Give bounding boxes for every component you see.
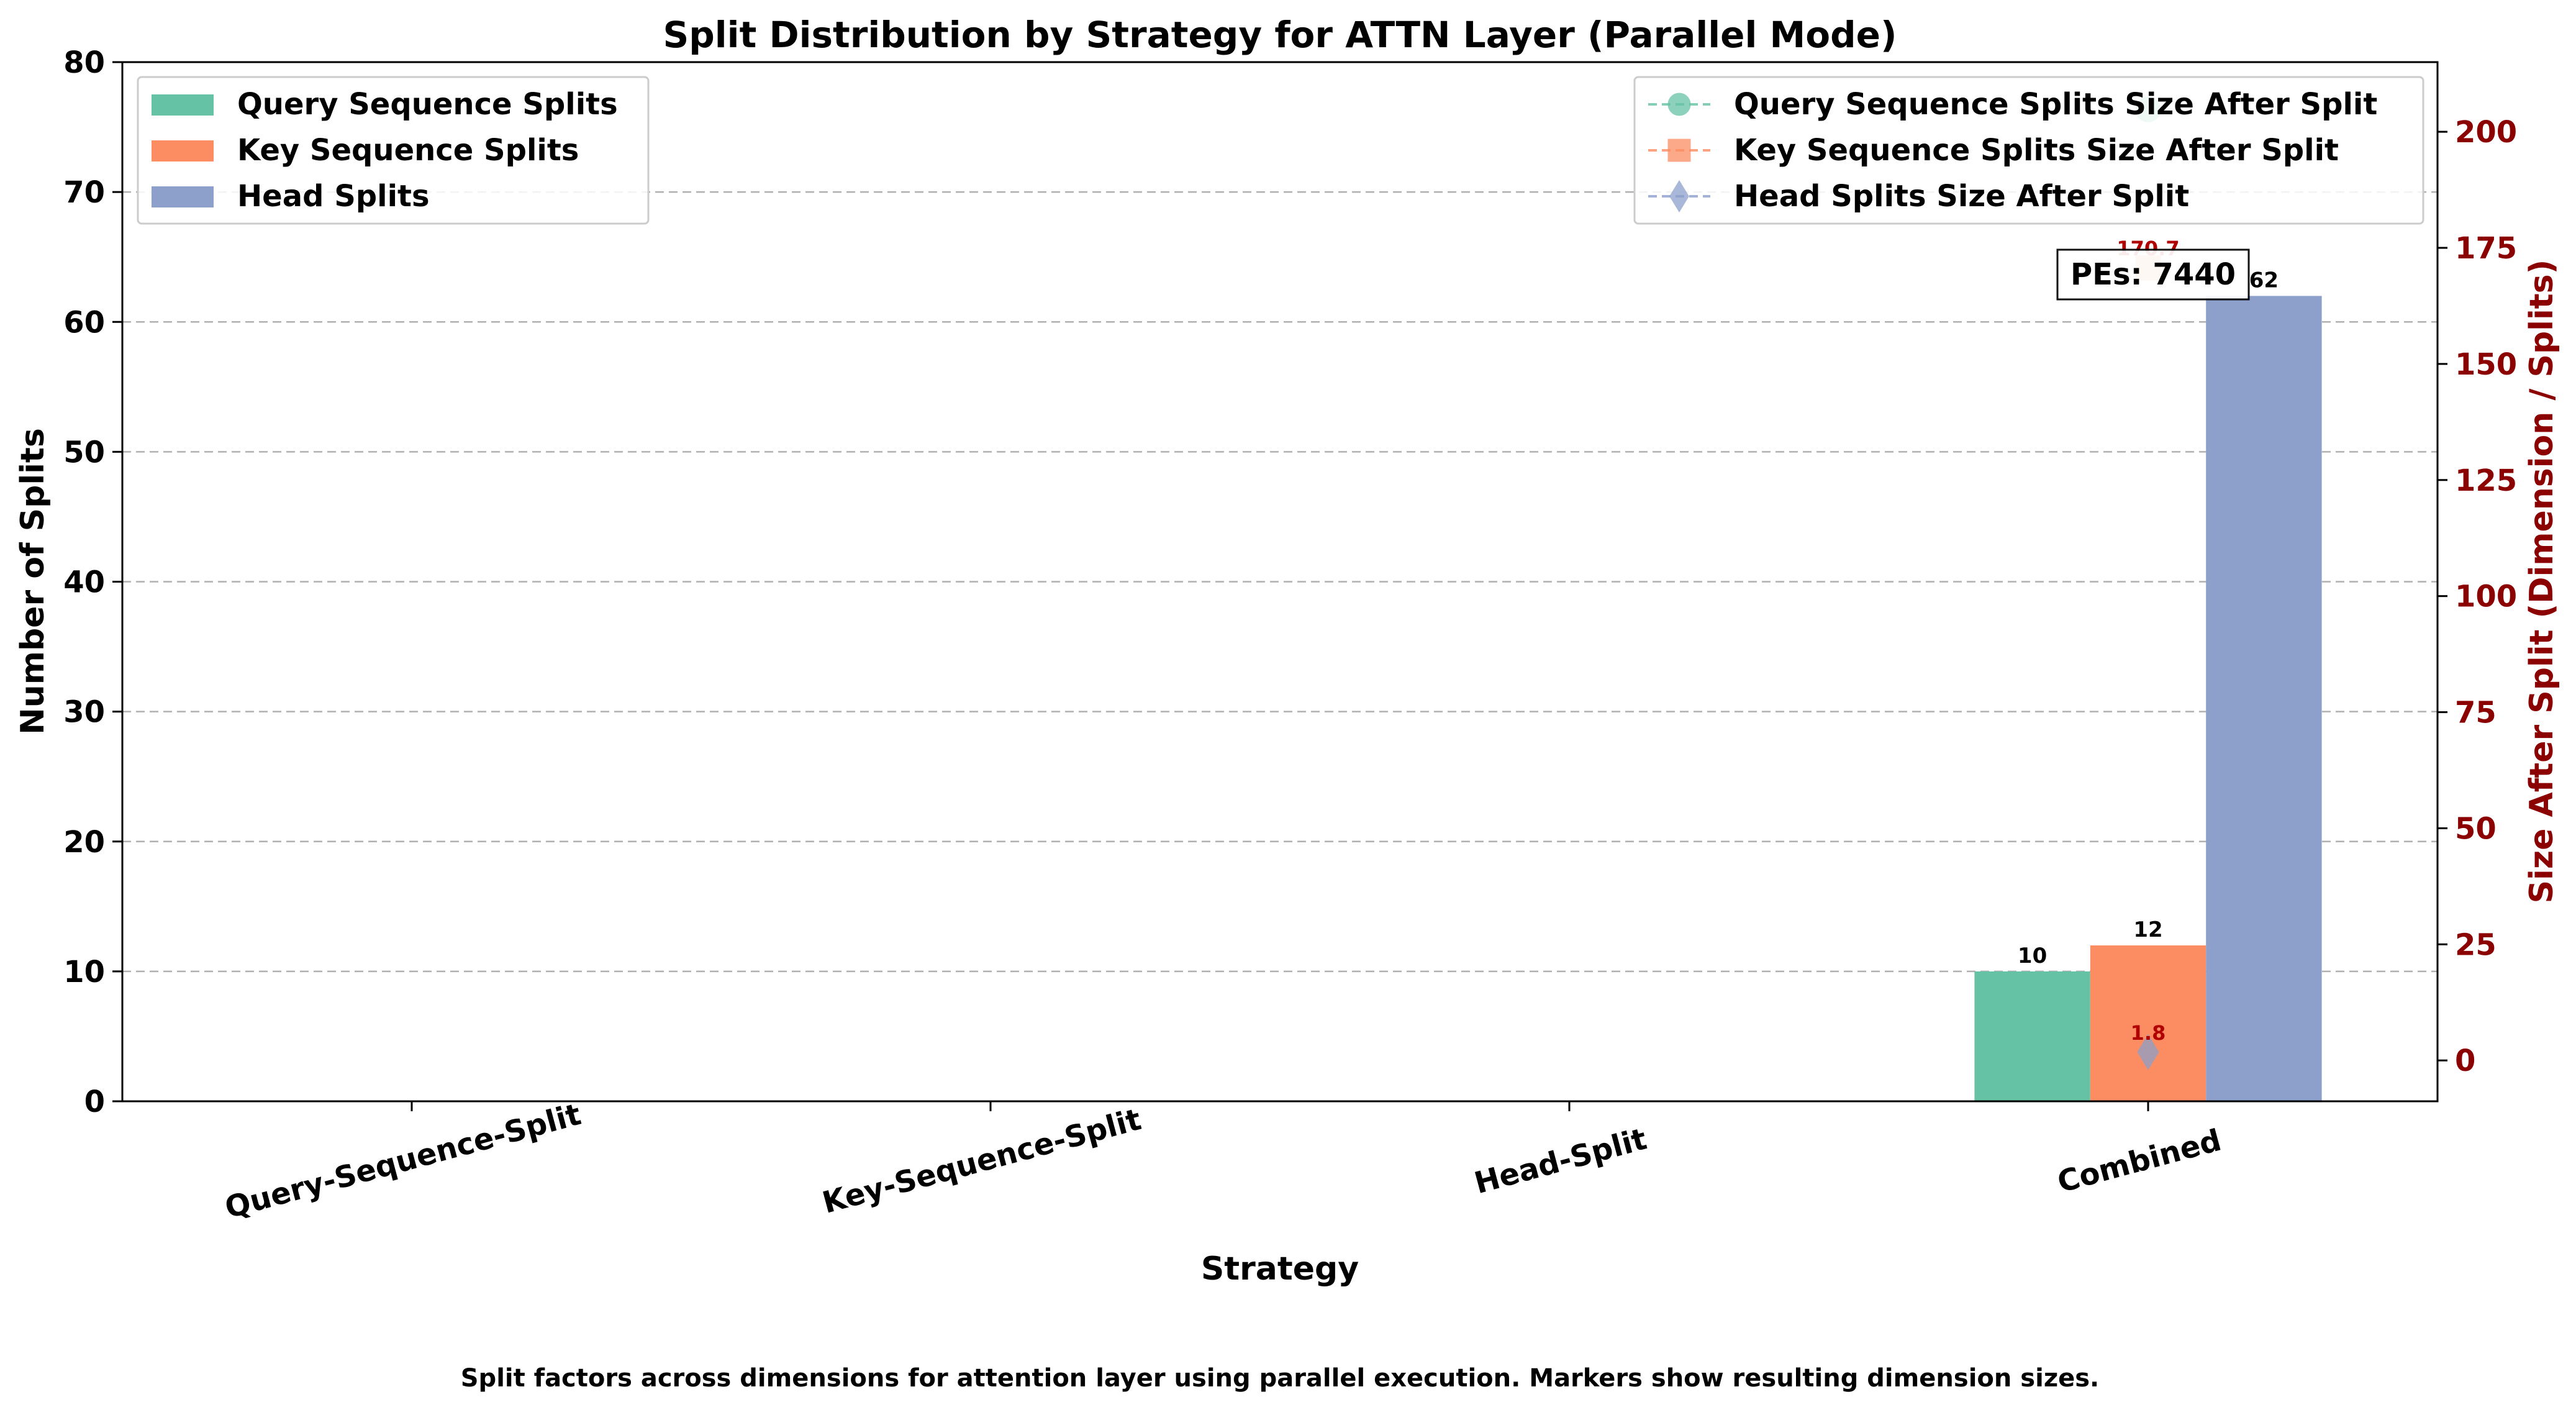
legend-label: Head Splits Size After Split bbox=[1734, 179, 2189, 214]
legend-frame bbox=[1633, 76, 2424, 225]
y-right-tick-label: 200 bbox=[2455, 115, 2517, 150]
legend-frame bbox=[137, 76, 650, 225]
y-tick-label: 50 bbox=[63, 435, 105, 470]
y-axis-label-left: Number of Splits bbox=[14, 428, 52, 735]
chart-title: Split Distribution by Strategy for ATTN … bbox=[663, 14, 1897, 56]
legend-swatch bbox=[152, 94, 214, 116]
y-right-tick-label: 100 bbox=[2455, 580, 2517, 614]
y-tick-label: 60 bbox=[63, 305, 105, 340]
size-marker bbox=[2137, 1034, 2159, 1070]
bar-value-label: 10 bbox=[2018, 944, 2047, 968]
y-axis-left: 0 10 20 30 40 50 60 70 80 bbox=[63, 45, 122, 1119]
y-axis-right: 0 25 50 75 100 125 150 175 200 bbox=[2438, 115, 2517, 1078]
bar-value-label: 62 bbox=[2249, 268, 2279, 293]
bar-labels: 10 12 62 bbox=[2018, 268, 2279, 968]
y-tick-label: 80 bbox=[63, 45, 105, 80]
pes-annotation-box bbox=[2056, 248, 2250, 301]
bar bbox=[1974, 971, 2090, 1101]
legend-label: Head Splits bbox=[237, 179, 430, 214]
legend-marker bbox=[1667, 93, 1691, 116]
legend-label: Query Sequence Splits bbox=[237, 87, 618, 122]
bar bbox=[2206, 296, 2322, 1101]
y-tick-label: 30 bbox=[63, 695, 105, 730]
y-axis-label-right: Size After Split (Dimension / Splits) bbox=[2523, 260, 2560, 904]
y-tick-label: 0 bbox=[84, 1085, 105, 1119]
pes-annotation: PEs: 7440 bbox=[2056, 248, 2250, 301]
y-right-tick-label: 50 bbox=[2455, 811, 2497, 846]
bars bbox=[1974, 296, 2322, 1101]
y-right-tick-label: 25 bbox=[2455, 927, 2497, 962]
legend-label: Key Sequence Splits bbox=[237, 133, 579, 168]
chart-caption: Split factors across dimensions for atte… bbox=[461, 1364, 2099, 1393]
y-right-tick-label: 0 bbox=[2455, 1044, 2475, 1078]
y-right-tick-label: 150 bbox=[2455, 347, 2517, 382]
bar-value-label: 12 bbox=[2133, 917, 2162, 942]
legend-bars: Query Sequence Splits Key Sequence Splits… bbox=[137, 76, 650, 225]
y-right-tick-label: 75 bbox=[2455, 696, 2497, 730]
y-right-tick-label: 175 bbox=[2455, 231, 2517, 266]
y-tick-label: 20 bbox=[63, 825, 105, 860]
legend-swatch bbox=[152, 186, 214, 207]
legend-markers: Query Sequence Splits Size After Split Ke… bbox=[1633, 76, 2424, 225]
y-tick-label: 10 bbox=[63, 955, 105, 989]
legend-marker bbox=[1669, 180, 1689, 213]
y-tick-label: 70 bbox=[63, 175, 105, 210]
pes-annotation-text: PEs: 7440 bbox=[2070, 257, 2236, 292]
legend-label: Query Sequence Splits Size After Split bbox=[1734, 87, 2377, 122]
y-right-tick-label: 125 bbox=[2455, 463, 2517, 498]
bar bbox=[2090, 945, 2206, 1101]
size-marker-label: 1.8 bbox=[2131, 1021, 2166, 1045]
legend-label: Key Sequence Splits Size After Split bbox=[1734, 133, 2339, 168]
legend-swatch bbox=[152, 140, 214, 161]
y-tick-label: 40 bbox=[63, 565, 105, 600]
x-axis-label: Strategy bbox=[1201, 1250, 1359, 1288]
legend-marker bbox=[1667, 139, 1691, 162]
